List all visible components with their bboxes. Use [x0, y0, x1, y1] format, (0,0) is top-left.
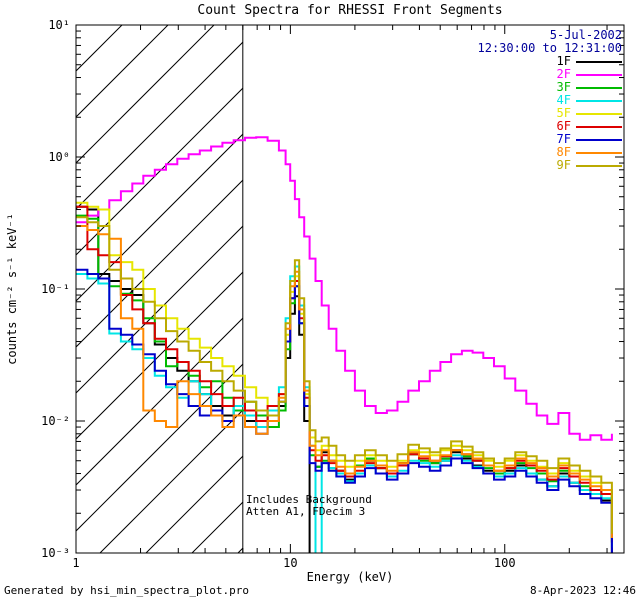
legend-entry-label: 5F [556, 106, 571, 120]
legend-entry: 8F [478, 145, 622, 159]
legend-entry: 4F [478, 93, 622, 107]
legend-line-sample [576, 112, 622, 115]
legend-entry-label: 8F [556, 145, 571, 159]
annotation-atten-state: Atten A1, FDecim 3 [246, 505, 366, 518]
series-2F [76, 136, 613, 441]
x-tick-label: 1 [72, 556, 79, 570]
series-8F [76, 225, 613, 538]
legend-entry: 3F [478, 80, 622, 94]
legend-entry: 1F [478, 54, 622, 68]
legend-time-label: 12:30:00 to 12:31:00 [477, 41, 623, 55]
legend-line-sample [576, 164, 622, 167]
y-tick-label: 10⁻² [41, 414, 70, 428]
y-axis-title: counts cm⁻² s⁻¹ keV⁻¹ [5, 213, 19, 365]
y-tick-label: 10⁻¹ [41, 282, 70, 296]
legend-entry: 5F [478, 106, 622, 120]
axis-ticks [75, 24, 624, 554]
y-tick-label: 10⁰ [48, 150, 70, 164]
legend-time: 12:30:00 to 12:31:00 [478, 42, 623, 55]
legend-date-label: 5-Jul-2002 [549, 28, 622, 42]
y-tick-label: 10¹ [48, 18, 70, 32]
legend-entry: 6F [478, 119, 622, 133]
legend-entry-label: 6F [556, 119, 571, 133]
x-tick-label: 100 [494, 556, 516, 570]
series-group [76, 136, 613, 553]
y-tick-label: 10⁻³ [41, 546, 70, 560]
legend-line-sample [576, 86, 622, 89]
legend-entry: 7F [478, 132, 622, 146]
legend-entries: 1F 2F 3F 4F 5F 6F 7F 8F 9F [478, 54, 622, 172]
chart-title: Count Spectra for RHESSI Front Segments [197, 3, 503, 18]
legend-entry: 9F [478, 158, 622, 172]
legend-line-sample [576, 125, 622, 128]
legend-entry-label: 2F [556, 67, 571, 81]
x-tick-label: 10 [283, 556, 297, 570]
legend-line-sample [576, 73, 622, 76]
legend-entry-label: 7F [556, 132, 571, 146]
legend-date: 5-Jul-2002 [478, 28, 622, 42]
legend-entry-label: 3F [556, 80, 571, 94]
annotation-includes-background: Includes Background [246, 493, 372, 506]
series-9F [76, 216, 613, 534]
generated-by-text: Generated by hsi_min_spectra_plot.pro [4, 584, 250, 597]
legend: 5-Jul-2002 12:30:00 to 12:31:00 1F 2F 3F 4F… [478, 28, 623, 172]
legend-entry-label: 4F [556, 93, 571, 107]
legend-line-sample [576, 60, 622, 63]
render-timestamp: 8-Apr-2023 12:46 [530, 584, 636, 597]
legend-line-sample [576, 138, 622, 141]
legend-line-sample [576, 99, 622, 102]
series-4F [76, 265, 613, 553]
legend-entry-label: 1F [556, 54, 571, 68]
legend-entry: 2F [478, 67, 622, 81]
legend-line-sample [576, 151, 622, 154]
legend-entry-label: 9F [556, 158, 571, 172]
x-axis-title: Energy (keV) [307, 570, 394, 584]
